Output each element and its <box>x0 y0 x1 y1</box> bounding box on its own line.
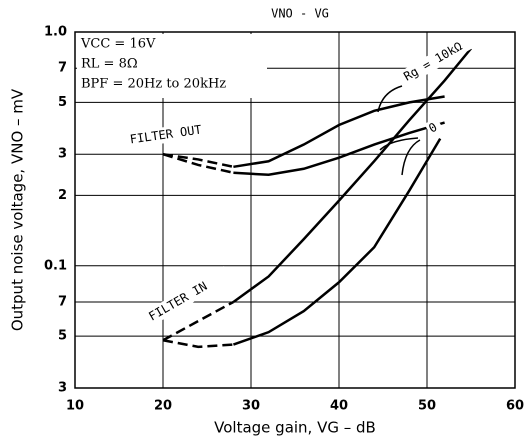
series-line <box>162 153 234 174</box>
x-tick-label: 60 <box>506 399 524 414</box>
y-tick-label: 0.1 <box>44 258 67 273</box>
x-axis-label: Voltage gain, VG – dB <box>214 419 376 437</box>
x-tick-label: 40 <box>330 399 348 414</box>
annotation-bg <box>144 266 232 326</box>
condition-text: BPF = 20Hz to 20kHz <box>81 77 226 92</box>
y-tick-label: 7 <box>58 61 67 76</box>
y-tick-label: 3 <box>58 147 67 162</box>
series-line <box>162 300 234 342</box>
series-line <box>232 47 472 303</box>
y-tick-label: 5 <box>58 95 67 110</box>
condition-text: RL = 8Ω <box>81 57 138 72</box>
annotation-bg <box>424 117 445 138</box>
x-tick-label: 30 <box>242 399 260 414</box>
series-line <box>233 95 445 169</box>
x-tick-label: 20 <box>154 399 172 414</box>
annotation-bg <box>126 119 221 149</box>
annotation: FILTER IN <box>146 279 209 324</box>
pointer-arrow <box>379 137 419 151</box>
y-tick-label: 5 <box>58 329 67 344</box>
conditions-box <box>77 34 267 98</box>
y-axis-label: Output noise voltage, VNO – mV <box>9 88 27 331</box>
x-tick-label: 50 <box>418 399 436 414</box>
y-tick-label: 2 <box>58 188 67 203</box>
series-line <box>162 152 234 169</box>
y-tick-label: 7 <box>58 294 67 309</box>
series-line <box>162 339 234 349</box>
pointer-arrow <box>377 85 403 113</box>
x-tick-label: 10 <box>66 399 84 414</box>
series-line <box>232 137 442 346</box>
condition-text: VCC = 16V <box>80 37 156 52</box>
annotation: Rg = 10kΩ <box>401 39 464 84</box>
y-tick-label: 1.0 <box>44 25 67 40</box>
annotation-bg <box>399 33 475 86</box>
series-line <box>233 121 445 177</box>
y-tick-label: 3 <box>58 381 67 396</box>
pointer-arrow <box>401 139 421 176</box>
chart-title: VNO - VG <box>271 7 329 21</box>
